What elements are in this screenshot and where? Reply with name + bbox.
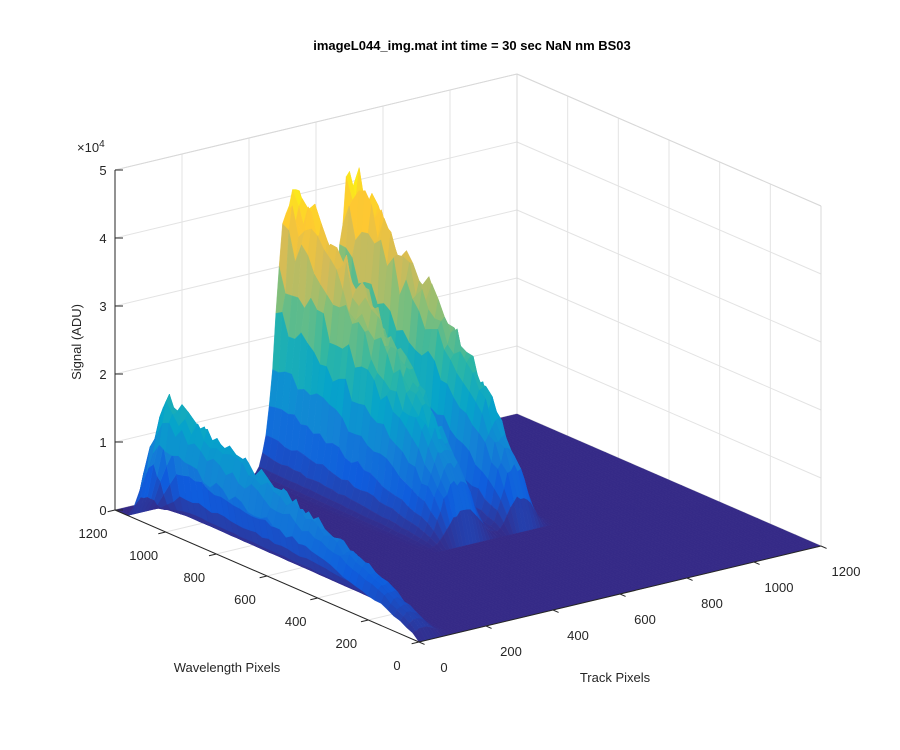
grid-line (516, 209, 822, 343)
grid-line (516, 141, 822, 275)
grid-line (516, 277, 822, 411)
grid-line (516, 345, 822, 479)
box-edge (516, 73, 822, 207)
grid-line (114, 141, 518, 239)
box-edge (114, 73, 518, 171)
surface (114, 167, 822, 643)
